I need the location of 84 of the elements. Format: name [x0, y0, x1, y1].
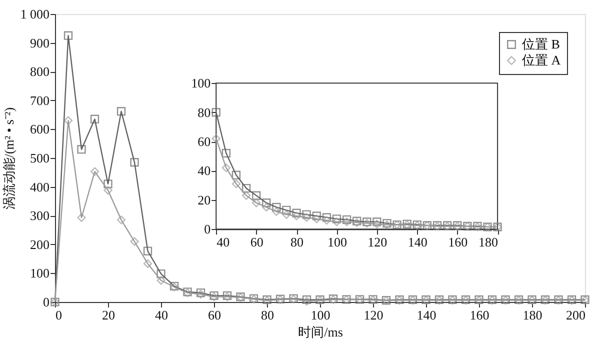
point	[143, 246, 152, 256]
x-tick-label: 120	[368, 234, 388, 250]
y-tick-label: 20	[198, 192, 211, 208]
point	[322, 213, 331, 222]
point	[292, 212, 301, 220]
point	[212, 108, 220, 117]
y-tick-label: 100	[30, 266, 50, 281]
x-tick-label: 20	[102, 308, 115, 322]
point	[282, 206, 291, 214]
point	[222, 164, 230, 172]
y-tick-label: 700	[30, 92, 50, 108]
x-tick-label: 160	[470, 308, 490, 322]
point	[332, 214, 342, 224]
y-tick-label: 100	[191, 76, 211, 91]
point	[302, 213, 311, 222]
point	[104, 186, 112, 195]
y-tick-label: 500	[30, 150, 50, 166]
x-tick-label: 180	[522, 308, 542, 322]
point	[312, 214, 321, 224]
y-tick-label: 80	[198, 104, 211, 120]
point	[156, 276, 166, 285]
point	[77, 213, 86, 222]
point	[342, 218, 352, 226]
point	[322, 216, 331, 225]
point	[302, 210, 311, 219]
x-tick-label: 100	[327, 234, 347, 250]
x-tick-label: 140	[416, 308, 436, 322]
x-tick-label: 100	[310, 308, 330, 322]
x-tick-label: 80	[290, 234, 304, 250]
y-tick-label: 400	[30, 179, 50, 194]
y-tick-label: 900	[30, 35, 50, 50]
point	[130, 237, 139, 246]
point	[272, 202, 281, 212]
x-tick-label: 40	[155, 308, 168, 322]
y-tick-label: 300	[30, 208, 50, 224]
point	[130, 158, 139, 167]
x-axis-title: 时间/ms	[298, 324, 343, 340]
y-tick-label: 600	[30, 122, 50, 137]
point	[104, 180, 112, 188]
x-tick-label: 140	[408, 234, 428, 250]
point	[116, 107, 126, 116]
y-tick-label: 40	[198, 163, 211, 178]
y-tick-label: 1 000	[20, 6, 50, 22]
point	[90, 167, 100, 176]
x-tick-label: 180	[478, 234, 498, 250]
legend-label: 位置 A	[522, 52, 562, 68]
y-axis-title: 涡流动能/(m² • s⁻²)	[1, 107, 16, 210]
point	[242, 184, 251, 193]
point	[252, 198, 261, 208]
point	[372, 218, 382, 226]
point	[262, 198, 271, 208]
point	[282, 210, 291, 219]
point	[156, 269, 166, 278]
x-tick-label: 0	[56, 308, 62, 322]
point	[262, 202, 271, 212]
point	[116, 216, 126, 224]
x-tick-label: 120	[364, 308, 384, 322]
point	[252, 191, 261, 200]
point	[342, 215, 352, 224]
legend-label: 位置 B	[522, 36, 560, 52]
point	[222, 148, 230, 158]
point	[272, 207, 281, 216]
point	[64, 116, 73, 125]
point	[64, 31, 73, 40]
x-tick-label: 80	[261, 308, 274, 322]
point	[242, 191, 251, 200]
point	[143, 259, 152, 268]
y-tick-label: 0	[43, 294, 50, 310]
point	[292, 208, 301, 218]
point	[312, 212, 321, 220]
y-tick-label: 0	[204, 222, 211, 237]
point	[212, 134, 220, 143]
point	[77, 145, 86, 154]
x-tick-label: 60	[250, 234, 264, 250]
y-tick-label: 800	[30, 64, 50, 80]
x-tick-label: 160	[448, 234, 468, 250]
point	[232, 180, 241, 188]
point	[232, 170, 241, 180]
point	[332, 218, 342, 226]
point	[90, 114, 100, 124]
x-tick-label: 40	[216, 234, 230, 250]
x-tick-label: 60	[208, 308, 221, 322]
y-tick-label: 60	[198, 134, 211, 150]
x-tick-label: 200	[566, 308, 586, 322]
